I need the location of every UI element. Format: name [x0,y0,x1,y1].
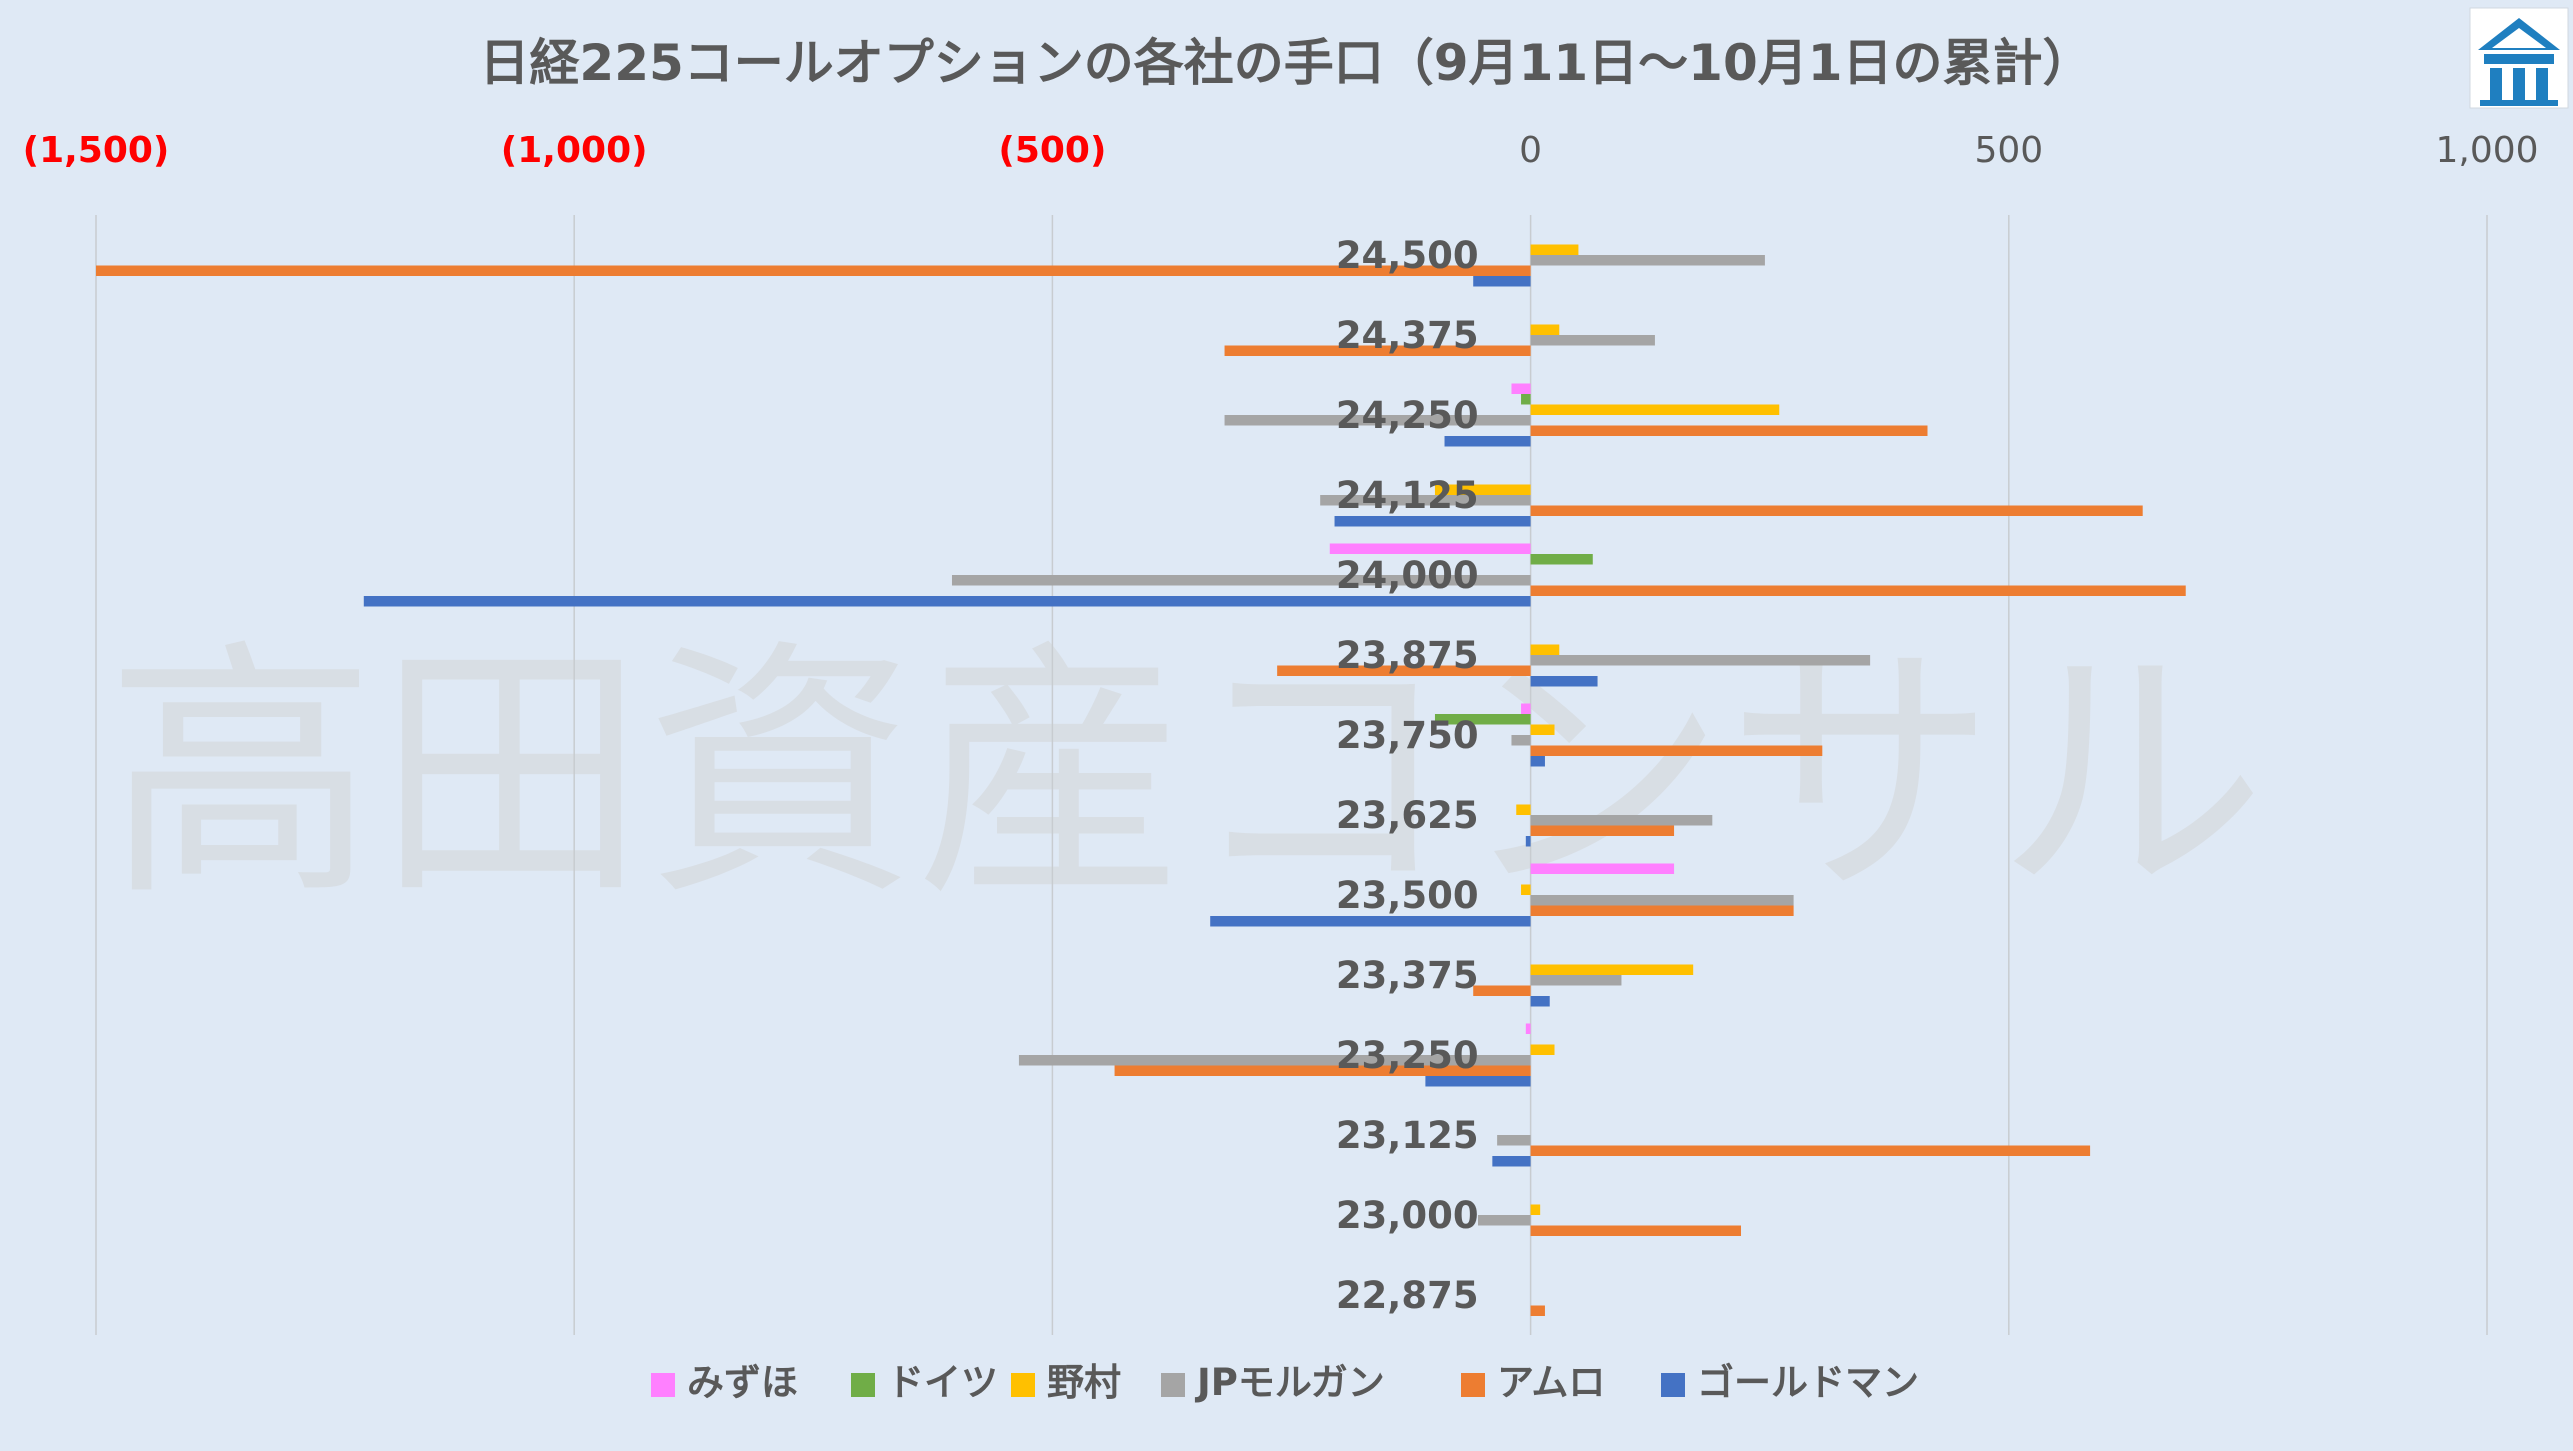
bar-2 [1530,554,1593,565]
category-label: 23,250 [1336,1034,1479,1077]
bar-6 [1444,436,1531,447]
bar-3 [1530,644,1560,655]
category-label: 24,000 [1336,554,1479,597]
bar-6 [1530,996,1550,1007]
category-label: 23,625 [1336,794,1479,837]
bar-4 [1018,1055,1531,1066]
bar-1 [1521,703,1531,714]
bar-3 [1434,484,1531,495]
category-label: 24,250 [1336,394,1479,437]
legend: みずほ ドイツ 野村 JPモルガン アムロ ゴールドマン [651,1361,1919,1404]
bar-4 [1530,895,1794,906]
bar-5 [1473,985,1531,996]
category-label: 24,125 [1336,474,1479,517]
legend-label: ゴールドマン [1697,1361,1919,1404]
bar-3 [1530,324,1560,335]
bar-5 [1530,1225,1742,1236]
bar-4 [1497,1135,1531,1146]
category-label: 24,500 [1336,234,1479,277]
bar-5 [1224,345,1531,356]
bar-5 [1530,745,1823,756]
bar-6 [1530,756,1545,767]
bar-4 [1477,1215,1531,1226]
bar-4 [1511,735,1531,746]
legend-label: ドイツ [887,1361,998,1404]
bar-6 [1530,676,1598,687]
category-label: 22,875 [1336,1274,1479,1317]
chart-title: 日経225コールオプションの各社の手口（9月11日〜10月1日の累計） [479,34,2092,92]
legend-label: 野村 [1047,1361,1121,1404]
bar-3 [1530,1044,1555,1055]
legend-swatch [651,1373,675,1397]
bar-4 [1224,415,1531,426]
bar-5 [1114,1065,1531,1076]
bar-3 [1530,404,1780,415]
x-tick-label: 1,000 [2435,130,2538,171]
bar-6 [1473,276,1531,287]
bar-1 [1530,863,1675,874]
category-label: 23,500 [1336,874,1479,917]
category-label: 23,875 [1336,634,1479,677]
legend-swatch [851,1373,875,1397]
legend-swatch [1461,1373,1485,1397]
bar-3 [1530,724,1555,735]
category-label: 23,375 [1336,954,1479,997]
bars [96,244,2186,1316]
bar-6 [1492,1156,1531,1167]
bar-6 [1334,516,1531,527]
bar-5 [1530,505,2143,516]
logo-icon [2469,7,2569,109]
bar-6 [1425,1076,1531,1087]
bar-6 [1210,916,1531,927]
bar-5 [1530,1305,1545,1316]
bar-4 [1530,255,1765,266]
bar-3 [1521,884,1531,895]
bar-5 [1530,425,1928,436]
x-tick-label: 0 [1519,130,1542,171]
legend-label: JPモルガン [1194,1361,1385,1404]
bar-5 [1530,905,1794,916]
legend-label: みずほ [687,1361,798,1404]
category-label: 24,375 [1336,314,1479,357]
bar-3 [1530,964,1694,975]
bar-2 [1434,714,1531,725]
bar-1 [1511,383,1531,394]
bar-4 [1530,335,1655,346]
bar-5 [1530,825,1675,836]
bar-1 [1329,543,1531,554]
bar-6 [363,596,1531,607]
legend-swatch [1011,1373,1035,1397]
bar-2 [1521,394,1531,405]
bar-5 [1530,1145,2091,1156]
category-label: 23,000 [1336,1194,1479,1237]
x-tick-label: (1,500) [23,130,170,171]
bar-5 [1530,585,2186,596]
bar-4 [1530,975,1622,986]
x-tick-labels: (1,500) (1,000) (500) 0 500 1,000 [23,130,2539,171]
bar-5 [1277,665,1531,676]
bar-5 [96,265,1531,276]
bar-3 [1516,804,1531,815]
category-label: 23,750 [1336,714,1479,757]
bar-3 [1530,1204,1541,1215]
bar-4 [1320,495,1531,506]
legend-swatch [1161,1373,1185,1397]
legend-label: アムロ [1497,1361,1605,1404]
bar-1 [1525,1023,1531,1034]
bar-6 [1525,836,1531,847]
bar-4 [1530,815,1713,826]
category-labels: 24,500 24,375 24,250 24,125 24,000 23,875 23,7… [1336,234,1479,1317]
category-label: 23,125 [1336,1114,1479,1157]
x-tick-label: (500) [998,130,1106,171]
bar-3 [1530,244,1579,255]
watermark: 高田資産コンサル [106,617,2266,932]
bar-4 [1530,655,1871,666]
bar-4 [951,575,1531,586]
x-tick-label: (1,000) [501,130,648,171]
x-tick-label: 500 [1974,130,2043,171]
legend-swatch [1661,1373,1685,1397]
